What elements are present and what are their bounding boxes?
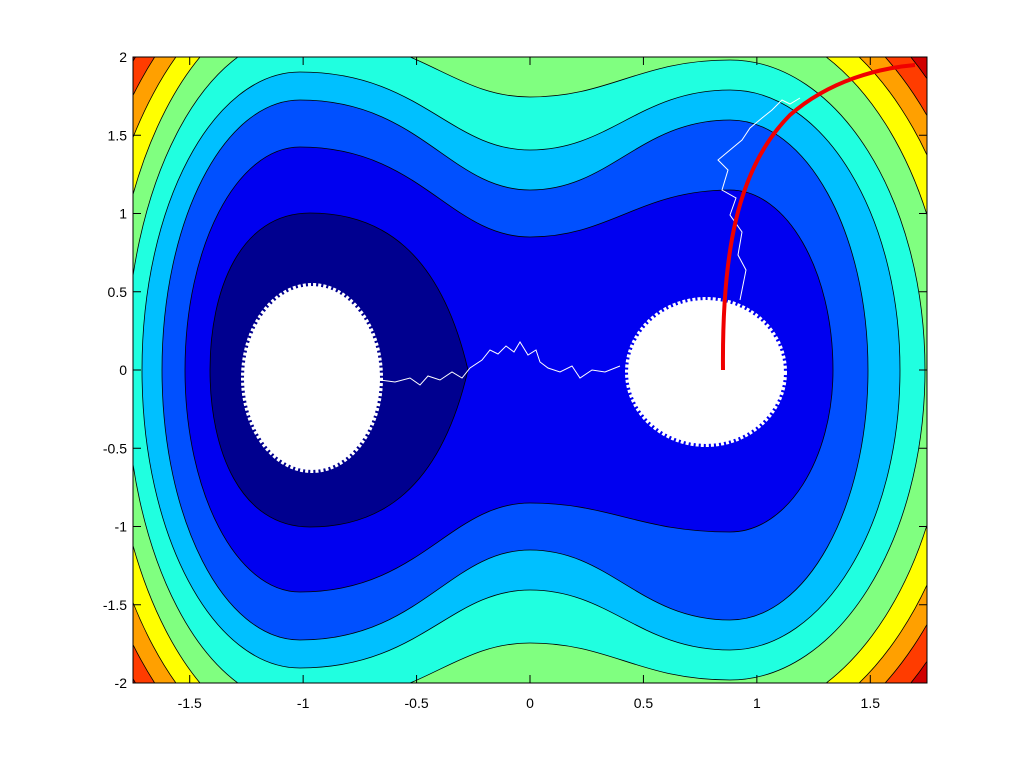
transition-path [379,341,621,386]
y-tick-label: -1 [115,519,128,535]
y-tick-label: -0.5 [103,440,127,456]
x-tick-label: 1 [753,695,761,711]
y-tick-label: -2 [115,675,128,691]
x-tick-label: 0 [526,695,534,711]
y-tick-label: 0.5 [108,284,128,300]
y-tick-label: 2 [119,49,127,65]
trajectories [241,63,916,473]
escape-path [717,97,801,301]
y-tick-label: 1 [119,206,127,222]
y-tick-label: -1.5 [103,597,127,613]
x-tick-label: -1 [297,695,310,711]
x-tick-label: 0.5 [634,695,654,711]
deterministic-path [720,63,916,371]
axes: -1.5 -1 -0.5 0 0.5 1 1.5 -2 -1.5 -1 -0.5 0 0.5 1 1.5 2 [103,49,927,711]
noise-cloud [625,297,787,447]
x-tick-label: -0.5 [405,695,429,711]
y-tick-label: 1.5 [108,127,128,143]
contour-field [133,57,927,683]
x-tick-label: 1.5 [861,695,881,711]
x-tick-label: -1.5 [178,695,202,711]
y-tick-label: 0 [119,362,127,378]
noise-cloud [241,283,383,473]
